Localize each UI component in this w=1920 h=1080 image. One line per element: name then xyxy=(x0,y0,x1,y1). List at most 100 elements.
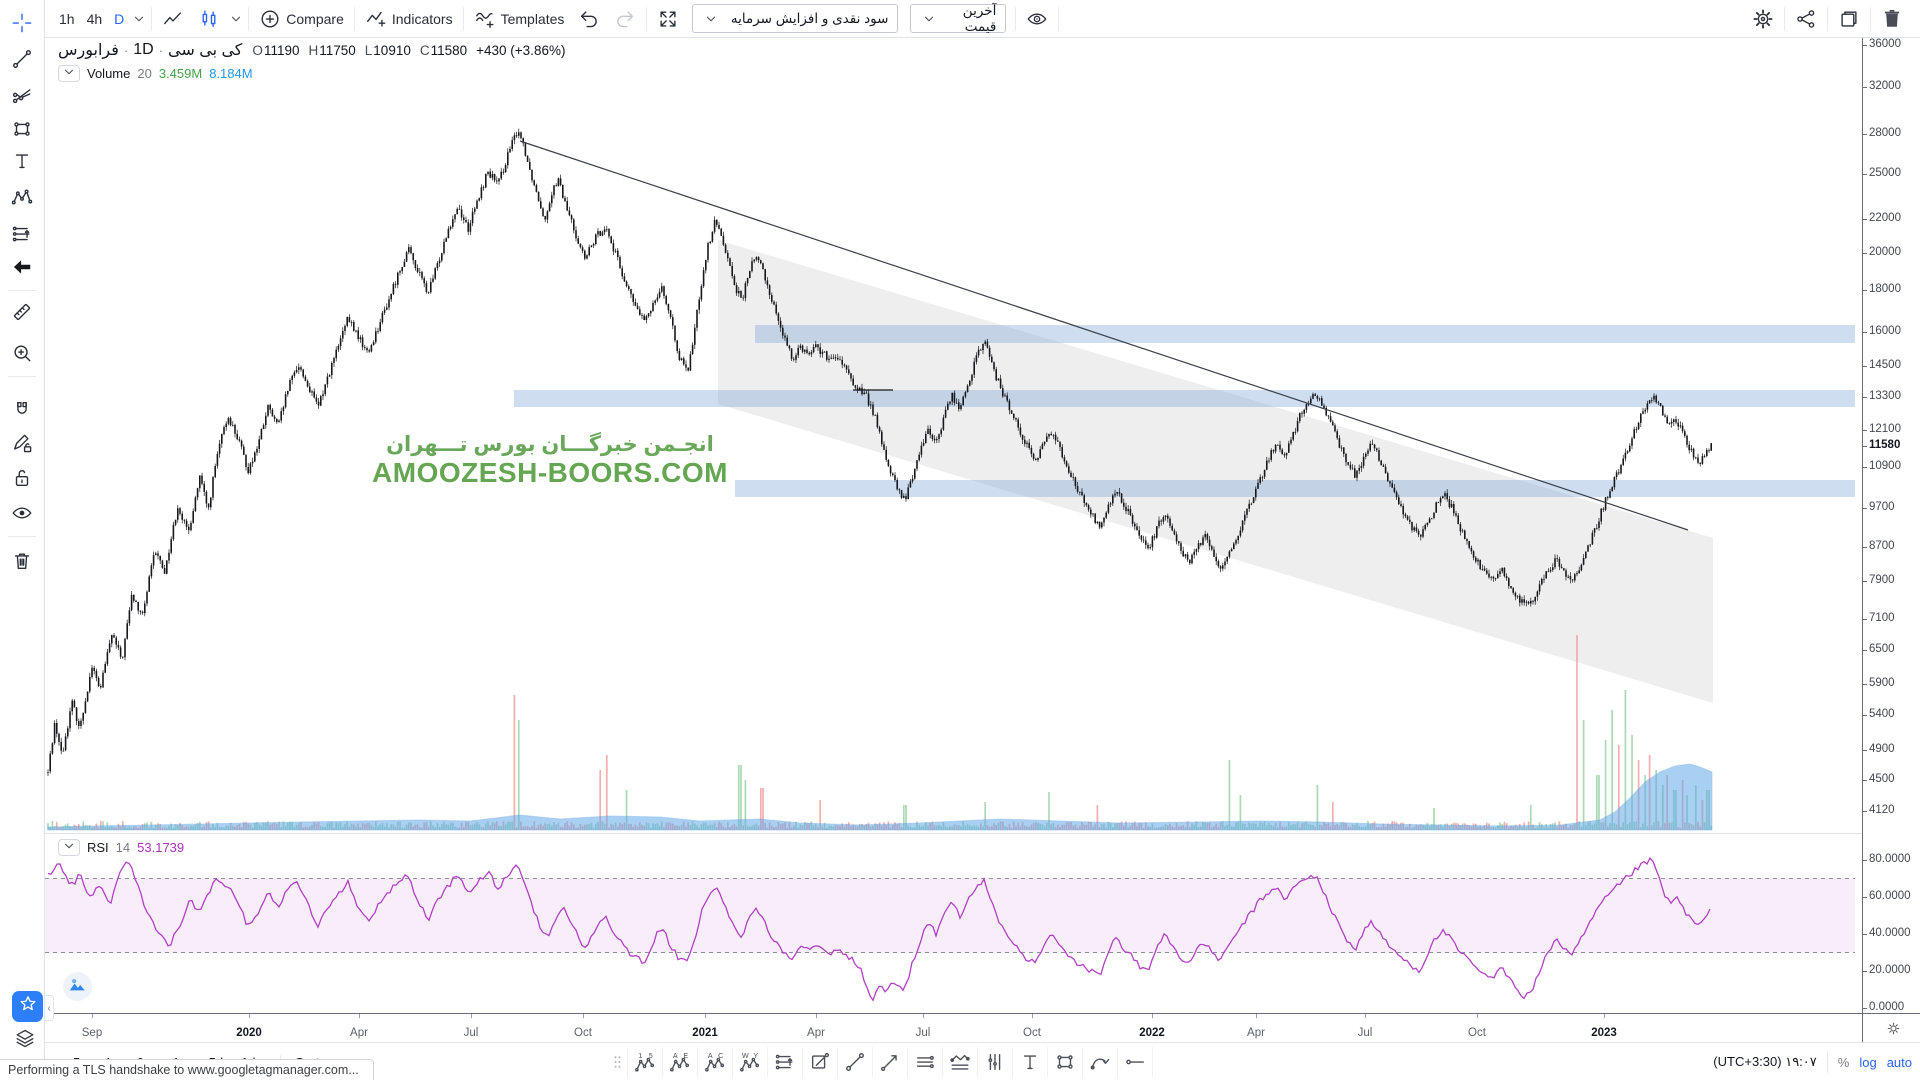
tool-xabcd-pattern-button[interactable] xyxy=(0,182,44,216)
platform-logo-icon[interactable] xyxy=(62,971,93,1007)
time-tick-label: 2022 xyxy=(1139,1027,1165,1039)
redo-button[interactable] xyxy=(607,4,643,34)
candle-chart-type-button[interactable] xyxy=(191,4,227,34)
rsi-pane[interactable] xyxy=(45,834,1862,1013)
svg-text:5: 5 xyxy=(648,1052,652,1060)
time-tick-label: Apr xyxy=(807,1027,825,1039)
clock-label[interactable]: ۱۹:۰۷ (UTC+3:30) xyxy=(1713,1054,1817,1069)
xabcd-pattern-icon xyxy=(11,186,33,213)
time-tick-label: Jul xyxy=(1357,1027,1373,1039)
price-tick-label: 22000 xyxy=(1863,212,1901,225)
compare-button[interactable]: Compare xyxy=(252,4,351,34)
auto-scale-button[interactable]: auto xyxy=(1886,1054,1912,1070)
tool-trend-line-button[interactable] xyxy=(0,44,44,78)
time-tick-label: Apr xyxy=(350,1027,368,1039)
fav-tool-forecast-button[interactable] xyxy=(768,1047,803,1077)
layout-copy-button[interactable] xyxy=(1831,4,1867,34)
price-tick-label: 9700 xyxy=(1863,501,1895,514)
time-tick-label: Oct xyxy=(574,1027,592,1039)
price-pane[interactable] xyxy=(45,38,1862,833)
top-toolbar-right xyxy=(1745,0,1910,38)
events-dropdown[interactable]: سود نقدی و افزایش سرمایه xyxy=(692,4,899,33)
fav-tool-wave-15-button[interactable]: 1 5 xyxy=(628,1047,663,1077)
fav-tool-trend-line-button[interactable] xyxy=(838,1047,873,1077)
fav-tool-text-button[interactable] xyxy=(1013,1047,1048,1077)
templates-icon xyxy=(474,8,496,30)
price-mode-dropdown-value: آخرین قیمت xyxy=(962,2,997,34)
percent-scale-button[interactable]: % xyxy=(1837,1054,1850,1070)
fullscreen-button[interactable] xyxy=(650,4,686,34)
delete-button[interactable] xyxy=(1874,4,1910,34)
tool-hide-eye-button[interactable] xyxy=(0,498,44,532)
svg-text:A: A xyxy=(707,1052,712,1060)
fav-tool-disjoint-channel-button[interactable] xyxy=(943,1047,978,1077)
rsi-legend[interactable]: RSI 14 53.1739 xyxy=(58,839,184,856)
fullscreen-icon xyxy=(657,8,679,30)
tool-ruler-button[interactable] xyxy=(0,297,44,331)
forecast-icon xyxy=(11,223,33,250)
arrow-marker-icon xyxy=(11,256,33,283)
timeframe-1h-button[interactable]: 1h xyxy=(53,4,81,34)
pane-separator[interactable] xyxy=(45,833,1862,834)
fav-tool-wave-ae-button[interactable]: A E xyxy=(663,1047,698,1077)
tool-crosshair-button[interactable] xyxy=(0,8,44,42)
templates-button[interactable]: Templates xyxy=(467,4,572,34)
fav-tool-curve-check-button[interactable] xyxy=(1083,1047,1118,1077)
favorites-star-button[interactable] xyxy=(12,991,43,1022)
fav-tool-drag-handle-button[interactable] xyxy=(608,1047,628,1077)
sidebar-collapse-handle[interactable]: ‹ xyxy=(45,995,54,1021)
fav-tool-parallel-lines-button[interactable] xyxy=(908,1047,943,1077)
crosshair-icon xyxy=(11,12,33,39)
chart-area[interactable]: 36000 32000 28000 25000 22000 20000 18000 16000… xyxy=(45,38,1920,1080)
undo-icon xyxy=(578,8,600,30)
trash-icon xyxy=(1881,8,1903,30)
axis-settings-sun-icon[interactable] xyxy=(1885,1020,1902,1042)
fav-tool-wave-wy-button[interactable]: W Y xyxy=(733,1047,768,1077)
timeframe-4h-button[interactable]: 4h xyxy=(81,4,109,34)
fav-tool-rectangle-button[interactable] xyxy=(1048,1047,1083,1077)
tool-zoom-in-button[interactable] xyxy=(0,338,44,372)
chart-type-chevron-icon[interactable] xyxy=(227,12,245,26)
tool-lock-open-button[interactable] xyxy=(0,463,44,497)
fav-tool-arrow-tool-button[interactable] xyxy=(873,1047,908,1077)
close-value: 11580 xyxy=(430,42,468,58)
price-mode-dropdown[interactable]: آخرین قیمت xyxy=(910,2,1007,34)
settings-button[interactable] xyxy=(1745,4,1781,34)
price-tick-label: 6500 xyxy=(1863,642,1895,655)
fav-tool-box-range-button[interactable] xyxy=(803,1047,838,1077)
tool-fib-fork-button[interactable] xyxy=(0,79,44,113)
tool-trash-outline-button[interactable] xyxy=(0,546,44,580)
tool-pencil-lock-button[interactable] xyxy=(0,428,44,462)
visibility-eye-button[interactable] xyxy=(1019,4,1055,34)
rsi-tick-label: 80.0000 xyxy=(1863,853,1911,865)
volume-collapse-button[interactable] xyxy=(58,65,80,82)
chevron-down-icon xyxy=(62,839,76,856)
rsi-collapse-button[interactable] xyxy=(58,839,80,856)
line-chart-type-button[interactable] xyxy=(155,4,191,34)
svg-text:E: E xyxy=(683,1052,688,1060)
top-toolbar-left: 1h 4h D Compare Indicators Templates سود… xyxy=(45,0,1062,37)
object-tree-button[interactable] xyxy=(10,1027,40,1053)
timeframe-menu-chevron-icon[interactable] xyxy=(130,12,148,26)
price-tick-label: 13300 xyxy=(1863,389,1901,402)
tool-text-button[interactable] xyxy=(0,146,44,180)
log-scale-button[interactable]: log xyxy=(1859,1054,1877,1070)
volume-legend[interactable]: Volume 20 3.459M 8.184M xyxy=(58,65,253,82)
share-button[interactable] xyxy=(1788,4,1824,34)
fav-tool-h-ray-button[interactable] xyxy=(1118,1047,1153,1077)
rsi-tick-label: 40.0000 xyxy=(1863,927,1911,939)
fib-fork-icon xyxy=(11,83,33,110)
tool-magnet-button[interactable] xyxy=(0,395,44,429)
undo-button[interactable] xyxy=(571,4,607,34)
tool-arrow-marker-button[interactable] xyxy=(0,252,44,286)
fav-tool-wave-ac-button[interactable]: A C xyxy=(698,1047,733,1077)
svg-text:Y: Y xyxy=(753,1052,758,1060)
tool-rectangle-button[interactable] xyxy=(0,114,44,148)
tool-forecast-button[interactable] xyxy=(0,219,44,253)
symbol-legend[interactable]: کی بی سی · 1D · فرابورس O11190 H11750 L1… xyxy=(58,40,565,60)
symbol-exchange: فرابورس xyxy=(58,42,119,59)
price-axis[interactable] xyxy=(1862,38,1863,1042)
timeframe-1d-button[interactable]: D xyxy=(108,4,130,34)
fav-tool-vertical-lines-button[interactable] xyxy=(978,1047,1013,1077)
indicators-button[interactable]: Indicators xyxy=(358,4,460,34)
